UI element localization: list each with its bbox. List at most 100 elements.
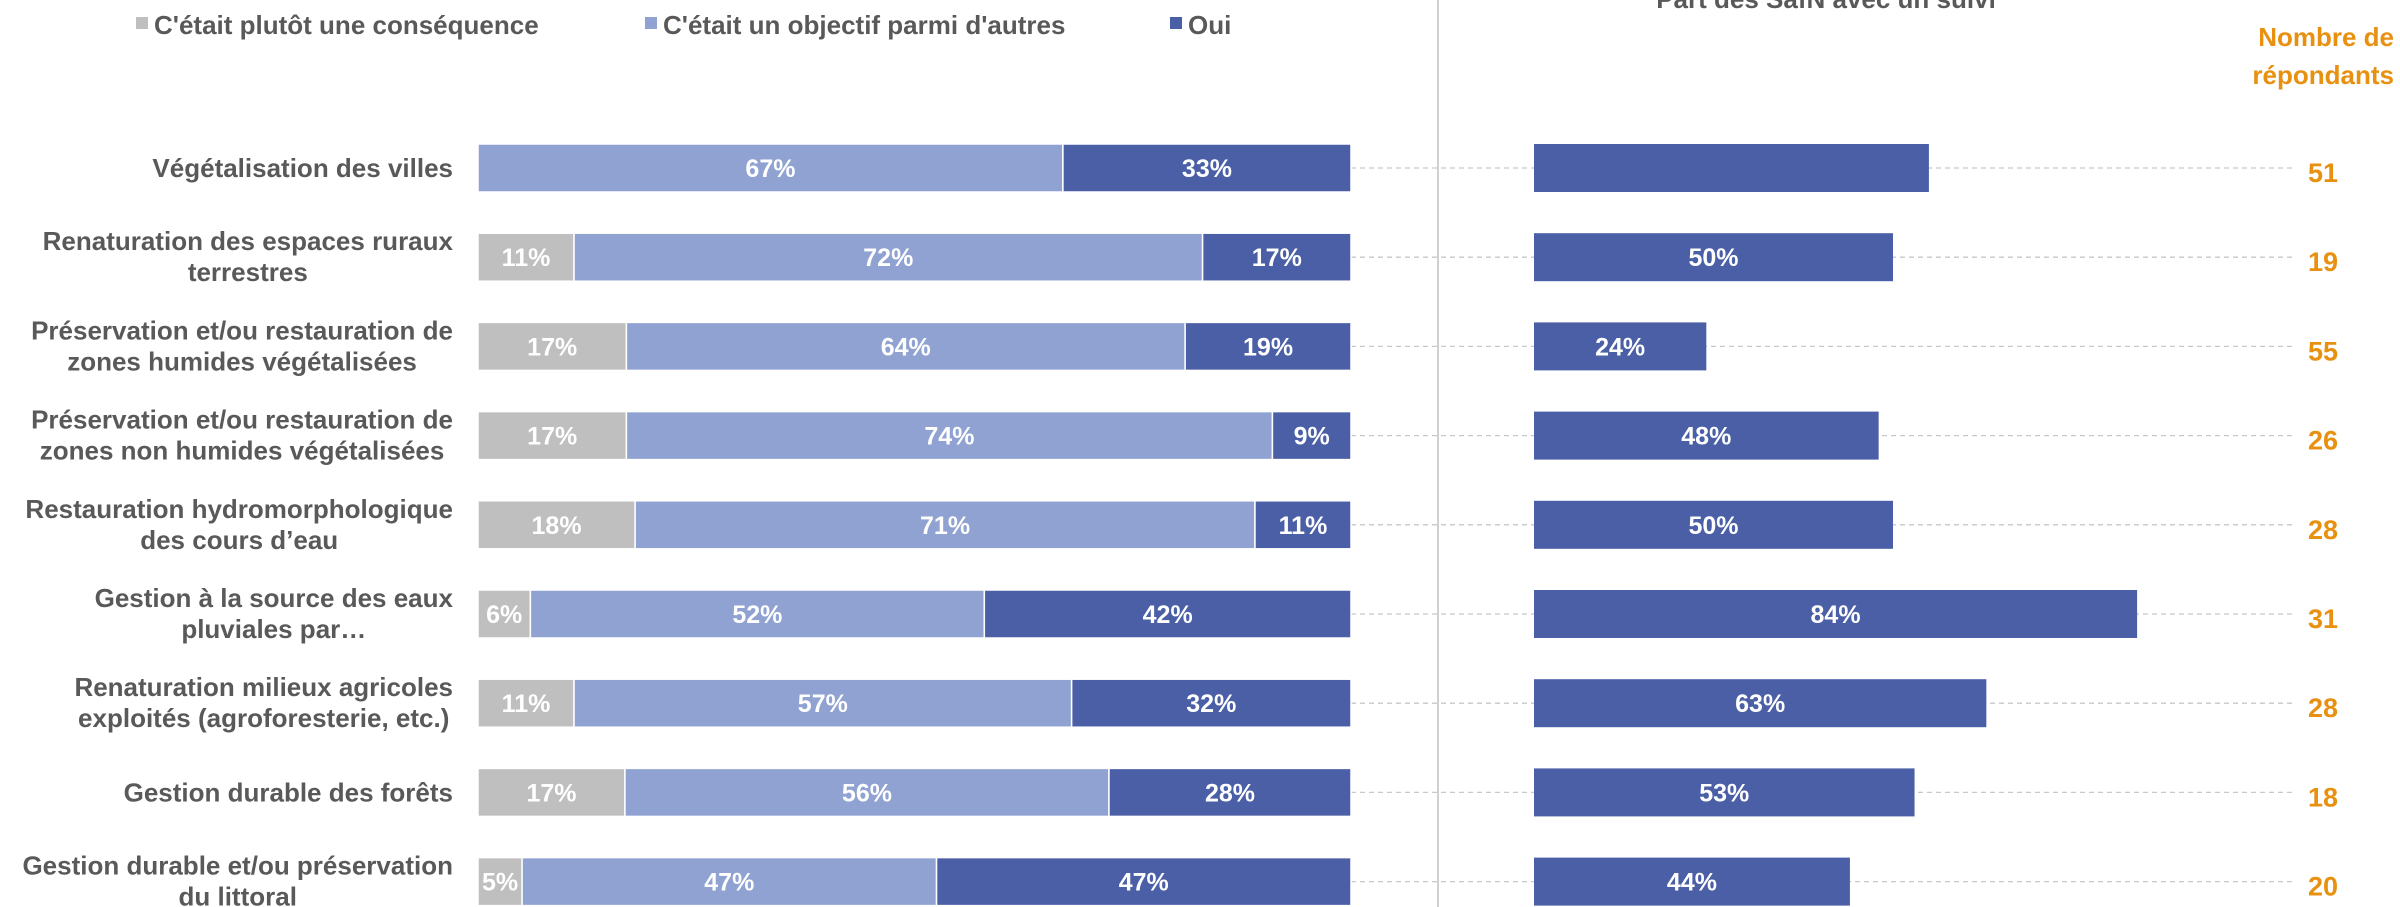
respondent-values: 51 19 55 26 28 31 28 18 20 bbox=[2308, 158, 2338, 902]
suivi-bar bbox=[1534, 411, 1879, 460]
stack-bar-label: 72% bbox=[863, 244, 913, 272]
respondent-count: 18 bbox=[2308, 782, 2338, 812]
stack-bar-segment bbox=[1271, 410, 1352, 461]
respondent-count: 28 bbox=[2308, 515, 2338, 545]
stack-bar-segment bbox=[1254, 500, 1352, 550]
stack-bar-segment bbox=[1184, 321, 1352, 372]
category-label: Préservation et/ou restauration de bbox=[31, 405, 453, 435]
category-label: pluviales par… bbox=[181, 614, 366, 644]
suivi-bar bbox=[1534, 679, 1987, 728]
category-label: Préservation et/ou restauration de bbox=[31, 315, 453, 345]
suivi-bar-label: 24% bbox=[1595, 333, 1645, 361]
category-label: Gestion à la source des eaux bbox=[95, 583, 454, 613]
category-label: zones humides végétalisées bbox=[67, 346, 417, 376]
stack-bar-label: 56% bbox=[842, 779, 892, 807]
suivi-bar bbox=[1534, 590, 2138, 638]
respondent-count: 28 bbox=[2308, 693, 2338, 723]
legend-label-3: Oui bbox=[1188, 10, 1231, 40]
stack-bar-label: 42% bbox=[1143, 601, 1193, 629]
respondents-header-line2: répondants bbox=[2252, 60, 2394, 90]
suivi-bar bbox=[1534, 144, 1929, 192]
stack-bar-segment bbox=[477, 410, 628, 461]
respondent-count: 26 bbox=[2308, 426, 2338, 456]
suivi-bar bbox=[1534, 500, 1893, 549]
category-label: du littoral bbox=[179, 882, 297, 907]
legend: C'était plutôt une conséquence C'était un… bbox=[136, 10, 1231, 40]
stack-bar-label: 28% bbox=[1205, 779, 1255, 807]
category-label: Renaturation des espaces ruraux bbox=[43, 226, 454, 256]
stack-bar-segment bbox=[1062, 143, 1352, 193]
category-label: Restauration hydromorphologique bbox=[25, 494, 453, 524]
stack-bar-label: 67% bbox=[745, 155, 795, 183]
stack-bar-segment bbox=[1108, 767, 1352, 818]
legend-swatch-1 bbox=[136, 17, 148, 29]
stack-bar-label: 17% bbox=[526, 779, 576, 807]
suivi-bar-label: 50% bbox=[1688, 512, 1738, 540]
stack-bar-label: 6% bbox=[486, 601, 522, 629]
stack-bar-segment bbox=[983, 589, 1352, 639]
right-panel-title: Part des SafN avec un suivi bbox=[1656, 0, 1996, 14]
legend-label-1: C'était plutôt une conséquence bbox=[154, 10, 539, 40]
suivi-bar-label: 44% bbox=[1667, 869, 1717, 897]
stack-bar-segment bbox=[1201, 232, 1352, 282]
legend-swatch-2 bbox=[645, 17, 657, 29]
stack-bar-label: 5% bbox=[482, 869, 518, 897]
stack-bar-label: 47% bbox=[1119, 869, 1169, 897]
stack-bar-label: 52% bbox=[732, 601, 782, 629]
category-label: Renaturation milieux agricoles bbox=[74, 672, 453, 702]
stack-bar-segment bbox=[477, 767, 626, 818]
respondent-count: 19 bbox=[2308, 247, 2338, 277]
category-label: exploités (agroforesterie, etc.) bbox=[78, 703, 449, 733]
stack-bar-segment bbox=[573, 232, 1204, 282]
respondent-count: 51 bbox=[2308, 158, 2338, 188]
category-label: Gestion durable des forêts bbox=[124, 777, 453, 807]
stack-bar-label: 57% bbox=[798, 690, 848, 718]
stack-bar-segment bbox=[935, 856, 1352, 907]
respondent-count: 55 bbox=[2308, 336, 2338, 366]
stack-bar-label: 11% bbox=[1279, 512, 1328, 540]
stack-bar-segment bbox=[477, 856, 523, 907]
stack-bar-segment bbox=[477, 321, 628, 372]
stack-bar-label: 11% bbox=[502, 244, 551, 272]
legend-swatch-3 bbox=[1170, 17, 1182, 29]
category-labels: Végétalisation des villes Renaturation de… bbox=[22, 153, 453, 907]
suivi-bar-label: 63% bbox=[1735, 690, 1785, 718]
stack-bar-label: 64% bbox=[881, 333, 931, 361]
stack-bar-label: 18% bbox=[532, 512, 582, 540]
stack-bar-segment bbox=[1070, 678, 1352, 728]
stack-bar-segment bbox=[634, 500, 1256, 550]
stack-bar-label: 47% bbox=[704, 869, 754, 897]
respondent-count: 31 bbox=[2308, 604, 2338, 634]
category-label: des cours d’eau bbox=[140, 525, 338, 555]
stack-bar-label: 17% bbox=[1252, 244, 1302, 272]
suivi-bar-label: 53% bbox=[1699, 779, 1749, 807]
legend-label-2: C'était un objectif parmi d'autres bbox=[663, 10, 1065, 40]
category-label: Gestion durable et/ou préservation bbox=[22, 851, 453, 881]
suivi-bar bbox=[1534, 233, 1893, 282]
stack-bar-label: 19% bbox=[1243, 333, 1293, 361]
suivi-bar-label: 84% bbox=[1811, 601, 1861, 629]
respondent-count: 20 bbox=[2308, 872, 2338, 902]
stack-bar-segment bbox=[573, 678, 1073, 728]
suivi-bar-label: 50% bbox=[1688, 244, 1738, 272]
stack-bar-label: 32% bbox=[1186, 690, 1236, 718]
stack-bar-label: 71% bbox=[920, 512, 970, 540]
suivi-bars: 50% 24% 48% 50% 84% 63% 53% 44% bbox=[1534, 144, 2138, 906]
stacked-bars: 67% 33% 11% 72% 17% 17% 64% 19% 17% 74% 9% 18% 71% 11… bbox=[477, 143, 1352, 907]
suivi-bar bbox=[1534, 768, 1915, 817]
category-label: Végétalisation des villes bbox=[152, 153, 453, 183]
respondents-header-line1: Nombre de bbox=[2258, 22, 2394, 52]
suivi-bar bbox=[1534, 857, 1850, 906]
stack-bar-label: 11% bbox=[502, 690, 551, 718]
stack-bar-label: 9% bbox=[1294, 423, 1330, 451]
stack-bar-label: 33% bbox=[1182, 155, 1232, 183]
stack-bar-segment bbox=[477, 143, 1064, 193]
stack-bar-segment bbox=[521, 856, 938, 907]
stack-bar-label: 17% bbox=[527, 423, 577, 451]
stack-bar-segment bbox=[477, 500, 636, 550]
stack-bar-label: 74% bbox=[924, 423, 974, 451]
suivi-bar bbox=[1534, 322, 1707, 371]
stack-bar-segment bbox=[625, 410, 1274, 461]
stack-bar-label: 17% bbox=[527, 333, 577, 361]
